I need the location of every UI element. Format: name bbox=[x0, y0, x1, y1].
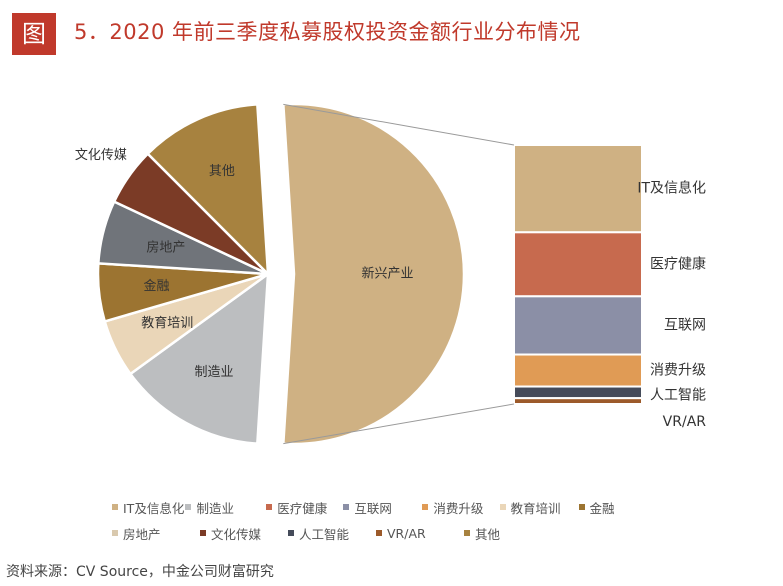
connector-line-bottom bbox=[283, 403, 515, 445]
legend-label: VR/AR bbox=[387, 525, 426, 541]
bar-label-vr-ar: VR/AR bbox=[663, 414, 707, 430]
legend-swatch bbox=[266, 504, 273, 510]
legend-swatch bbox=[376, 530, 382, 536]
legend-item: 医疗健康 bbox=[266, 498, 343, 517]
pie-label-教育培训: 教育培训 bbox=[141, 315, 193, 331]
legend-item: 房地产 bbox=[112, 524, 200, 543]
bar-segment-消费升级 bbox=[513, 353, 643, 388]
bar-segment-it及信息化 bbox=[513, 144, 643, 234]
legend-swatch bbox=[185, 504, 192, 510]
legend-swatch bbox=[112, 530, 118, 536]
pie-label-新兴产业: 新兴产业 bbox=[361, 266, 413, 282]
legend-item: 消费升级 bbox=[422, 498, 499, 517]
legend-item: 金融 bbox=[578, 498, 652, 517]
legend-row: 房地产 文化传媒 人工智能 VR/AR 其他 bbox=[112, 520, 652, 546]
legend-item: 互联网 bbox=[343, 498, 422, 517]
pie-label-房地产: 房地产 bbox=[146, 239, 185, 255]
legend-item: 教育培训 bbox=[499, 498, 579, 517]
legend-swatch bbox=[112, 504, 118, 510]
legend-swatch bbox=[288, 530, 294, 536]
legend-label: 金融 bbox=[589, 500, 615, 516]
legend-item: IT及信息化 bbox=[112, 498, 185, 517]
legend-label: 互联网 bbox=[354, 500, 392, 516]
legend-item: 文化传媒 bbox=[200, 524, 288, 543]
bar-segment-医疗健康 bbox=[513, 231, 643, 298]
pie-label-制造业: 制造业 bbox=[194, 365, 233, 380]
legend-label: 教育培训 bbox=[510, 500, 561, 516]
bar-segment-人工智能 bbox=[513, 385, 643, 400]
pie-slice-制造业 bbox=[128, 271, 270, 445]
bar-label-it及信息化: IT及信息化 bbox=[637, 180, 706, 197]
legend-label: 房地产 bbox=[123, 526, 161, 542]
legend-label: 文化传媒 bbox=[211, 526, 262, 542]
legend-swatch bbox=[499, 504, 506, 510]
figure-badge: 图 bbox=[12, 13, 56, 55]
legend-item: 制造业 bbox=[185, 498, 266, 517]
legend-label: 制造业 bbox=[196, 500, 234, 516]
legend-label: 消费升级 bbox=[433, 500, 484, 516]
bar-label-互联网: 互联网 bbox=[664, 317, 706, 333]
pie-label-其他: 其他 bbox=[209, 164, 235, 179]
legend-swatch bbox=[422, 504, 429, 510]
legend-row: IT及信息化 制造业 医疗健康 互联网 消费升级 教育培训 金融 bbox=[112, 494, 652, 520]
chart-title: 5．2020 年前三季度私募股权投资金额行业分布情况 bbox=[74, 20, 581, 44]
legend-label: 人工智能 bbox=[299, 526, 350, 542]
bar-segment-互联网 bbox=[513, 295, 643, 356]
legend-label: IT及信息化 bbox=[123, 500, 185, 516]
bar-label-医疗健康: 医疗健康 bbox=[650, 255, 706, 272]
legend-swatch bbox=[200, 530, 206, 536]
legend-swatch bbox=[343, 504, 350, 510]
connector-line-top bbox=[283, 103, 515, 146]
legend-item: 其他 bbox=[464, 524, 552, 543]
legend-label: 其他 bbox=[475, 526, 501, 542]
legend-label: 医疗健康 bbox=[277, 500, 328, 516]
header: 图 5．2020 年前三季度私募股权投资金额行业分布情况 bbox=[0, 0, 783, 62]
legend-item: 人工智能 bbox=[288, 524, 376, 543]
bar-label-消费升级: 消费升级 bbox=[650, 363, 706, 379]
bar-segment-vr-ar bbox=[513, 397, 643, 406]
chart-legend: IT及信息化 制造业 医疗健康 互联网 消费升级 教育培训 金融房地产 文化传媒 人工智能 VR/… bbox=[112, 494, 652, 546]
legend-swatch bbox=[464, 530, 470, 536]
pie-slice-其他 bbox=[146, 103, 270, 278]
pie-label-文化传媒: 文化传媒 bbox=[75, 148, 127, 163]
bar-label-人工智能: 人工智能 bbox=[650, 387, 706, 403]
source-note: 资料来源：CV Source，中金公司财富研究 bbox=[6, 564, 274, 580]
pie-label-金融: 金融 bbox=[143, 278, 169, 294]
legend-item: VR/AR bbox=[376, 526, 464, 541]
legend-swatch bbox=[578, 504, 585, 510]
